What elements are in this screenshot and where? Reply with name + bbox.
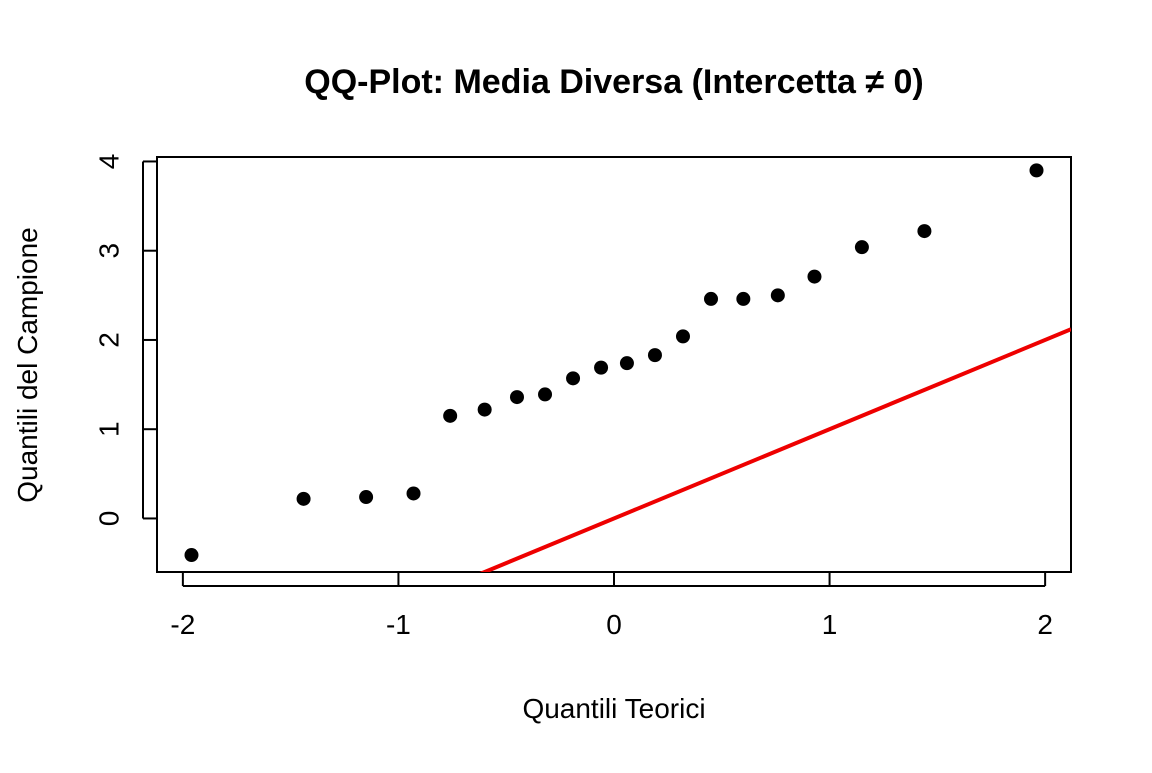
- data-point: [854, 240, 869, 255]
- data-point: [296, 491, 311, 506]
- x-tick-label: 0: [606, 609, 622, 640]
- data-point: [406, 486, 421, 501]
- chart-title: QQ-Plot: Media Diversa (Intercetta ≠ 0): [304, 63, 923, 101]
- x-tick-label: 1: [822, 609, 838, 640]
- reference-line: [479, 327, 1071, 572]
- x-tick-label: 2: [1037, 609, 1053, 640]
- plot-frame: [156, 156, 1072, 573]
- y-tick-label: 4: [94, 154, 125, 170]
- data-point: [184, 548, 199, 563]
- data-point: [619, 356, 634, 371]
- data-point: [477, 402, 492, 417]
- data-point: [594, 360, 609, 375]
- plot-area: -2 -1 0 1 2 0 1 2 3 4: [94, 154, 1072, 640]
- x-axis-label: Quantili Teorici: [522, 693, 705, 724]
- data-point: [675, 329, 690, 344]
- y-tick-label: 1: [94, 421, 125, 437]
- data-point: [647, 348, 662, 363]
- data-point: [509, 390, 524, 405]
- y-tick-label: 0: [94, 511, 125, 527]
- data-point: [566, 371, 581, 386]
- data-point: [443, 408, 458, 423]
- data-point: [807, 269, 822, 284]
- data-point: [770, 288, 785, 303]
- y-tick-label: 3: [94, 243, 125, 259]
- y-tick-label: 2: [94, 332, 125, 348]
- data-point: [736, 291, 751, 306]
- data-point: [704, 291, 719, 306]
- x-tick-label: -1: [386, 609, 411, 640]
- data-point: [917, 224, 932, 239]
- data-point: [1029, 163, 1044, 178]
- x-tick-label: -2: [170, 609, 195, 640]
- data-point: [538, 387, 553, 402]
- y-axis-label: Quantili del Campione: [12, 227, 43, 503]
- data-point: [359, 490, 374, 505]
